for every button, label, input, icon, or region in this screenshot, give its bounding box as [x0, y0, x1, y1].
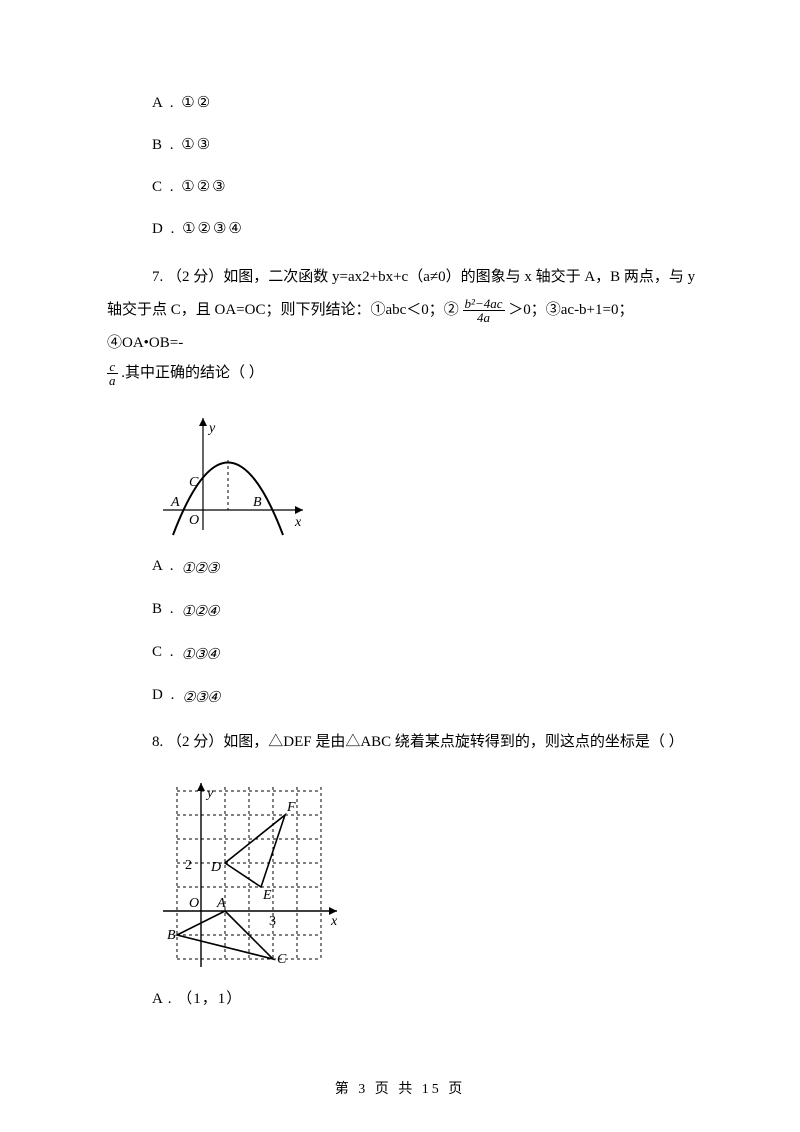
q8-label-D: D: [210, 860, 221, 875]
q7-stem-text-a: 7. （2 分）如图，二次函数 y=ax2+bx+c（a≠0）的图象与 x 轴交…: [152, 269, 695, 285]
q7-option-a-prefix: A .: [152, 558, 181, 574]
q7-label-A: A: [170, 495, 180, 510]
footer-suffix: 页: [442, 1082, 466, 1097]
q8-label-y: y: [205, 786, 214, 801]
q7-option-a: A . ①②③: [107, 558, 700, 578]
q7-frac1-num: b²−4ac: [463, 297, 505, 311]
q7-option-a-value: ①②③: [181, 559, 218, 578]
q7-label-O: O: [189, 513, 199, 528]
q7-option-d-prefix: D .: [152, 687, 182, 703]
q7-label-C: C: [189, 475, 199, 490]
q7-label-y: y: [207, 421, 216, 436]
q7-option-c: C . ①③④: [107, 644, 700, 664]
q7-option-c-prefix: C .: [152, 644, 181, 660]
q7-option-b: B . ①②④: [107, 601, 700, 621]
q8-label-A: A: [216, 896, 226, 911]
q8-label-F: F: [286, 800, 296, 815]
q7-option-c-value: ①③④: [181, 645, 218, 664]
q8-label-E: E: [262, 888, 272, 903]
exam-page: A . ①② B . ①③ C . ①②③ D . ①②③④ 7. （2 分）如…: [0, 0, 800, 1132]
footer-prefix: 第: [335, 1082, 359, 1097]
q7-stem-text-c: .其中正确的结论（ ）: [121, 365, 264, 381]
q7-label-B: B: [253, 495, 262, 510]
q7-stem-line3: c a .其中正确的结论（ ）: [107, 360, 700, 387]
q8-label-O: O: [189, 896, 199, 911]
q6-option-c: C . ①②③: [107, 177, 700, 196]
q7-stem-line2: 轴交于点 C，且 OA=OC；则下列结论：①abc＜0；② b²−4ac 4a …: [107, 294, 700, 360]
q7-frac1-den: 4a: [463, 311, 505, 324]
q8-grid-figure: y x O A B C D E F 2 3: [153, 777, 343, 969]
q7-parabola-figure: y x A B C O: [153, 410, 313, 540]
q7-stem-text-b1: 轴交于点 C，且 OA=OC；则下列结论：①abc＜0；②: [107, 302, 463, 318]
q6-option-d: D . ①②③④: [107, 219, 700, 238]
q7-stem-line1: 7. （2 分）如图，二次函数 y=ax2+bx+c（a≠0）的图象与 x 轴交…: [107, 261, 700, 294]
q7-option-b-prefix: B .: [152, 601, 181, 617]
q7-option-d-value: ②③④: [182, 688, 219, 707]
q7-option-d: D . ②③④: [107, 687, 700, 707]
q7-frac-ca: c a: [107, 360, 118, 387]
q7-label-x: x: [294, 515, 302, 530]
q8-label-B: B: [167, 928, 176, 943]
q7-option-b-value: ①②④: [181, 602, 218, 621]
q8-label-2: 2: [185, 858, 192, 873]
q8-label-3: 3: [269, 914, 276, 929]
q8-stem: 8. （2 分）如图，△DEF 是由△ABC 绕着某点旋转得到的，则这点的坐标是…: [107, 730, 700, 754]
q7-frac-discriminant: b²−4ac 4a: [463, 297, 505, 324]
q7-frac2-num: c: [107, 360, 118, 374]
footer-page: 3: [358, 1082, 368, 1097]
q7-frac2-den: a: [107, 374, 118, 387]
q6-option-b: B . ①③: [107, 135, 700, 154]
footer-mid: 页 共: [368, 1082, 422, 1097]
q6-option-a: A . ①②: [107, 93, 700, 112]
q8-label-C: C: [277, 952, 287, 967]
footer-total: 15: [422, 1082, 442, 1097]
page-footer: 第 3 页 共 15 页: [0, 1078, 800, 1098]
q8-label-x: x: [330, 914, 338, 929]
q8-option-a: A . （1，1）: [107, 987, 700, 1008]
